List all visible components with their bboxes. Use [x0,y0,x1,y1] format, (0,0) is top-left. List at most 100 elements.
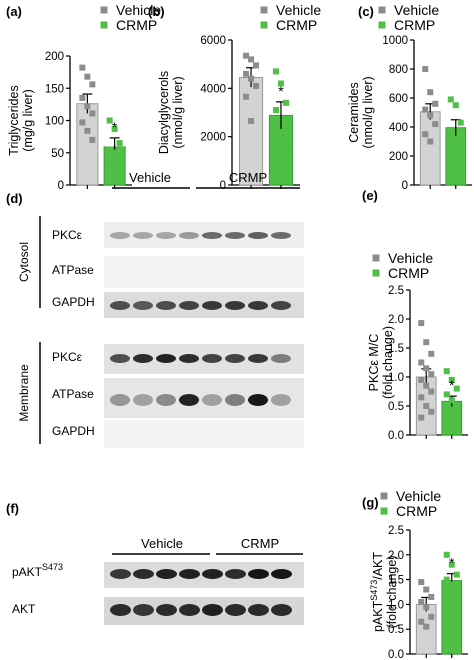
y-axis-label: pAKTS473/AKT [369,552,385,632]
data-point [253,82,260,89]
y-axis-label-line2: (nmol/g liver) [171,76,185,148]
y-axis-label: PKCε M/C [367,334,381,392]
legend-label-vehicle: Vehicle [396,488,441,504]
data-point [423,339,430,346]
data-point [106,117,113,124]
data-point [432,100,439,107]
western-blot-f: (f) Vehicle CRMP pAKTS473 AKT [6,501,304,625]
data-point [443,408,450,415]
legend-marker-vehicle [260,6,268,14]
band-mem-pkce [156,354,176,363]
data-point [448,603,455,610]
data-point [457,119,464,126]
legend-marker-crmp [380,507,388,515]
data-point [272,68,279,75]
y-tick-label: 50 [51,148,64,160]
data-point [111,164,118,171]
blot-bands-f [110,569,292,616]
group-label-crmp: CRMP [229,170,267,185]
data-point [453,385,460,392]
data-point [443,576,450,583]
data-point [422,66,429,72]
data-point [248,75,255,82]
legend-label-vehicle: Vehicle [276,2,321,18]
blot-strip-mem-atpase [104,378,304,418]
data-point [248,117,255,124]
legend-marker-vehicle [372,254,380,262]
band-cyto-pkce [248,232,268,239]
data-point [282,143,289,150]
y-axis-label: Diacylglycerols [157,71,171,154]
data-point [79,94,86,101]
data-point [106,161,113,168]
band-akt [202,604,223,616]
band-cyto-gapdh [133,301,153,310]
y-tick-label: 800 [389,64,408,76]
band-akt [179,604,200,616]
chart-1: (b) VehicleCRMP0200040006000Diacylglycero… [148,2,321,192]
legend-marker-crmp [372,269,380,277]
band-pakt [202,569,223,579]
data-point [418,320,425,327]
y-tick-label: 0.0 [388,649,404,660]
data-point [89,110,96,117]
data-point [428,408,435,415]
band-label-mem-atpase: ATPase [52,387,94,401]
data-point [116,140,123,147]
legend-marker-crmp [100,21,108,29]
band-akt [225,604,246,616]
band-mem-pkce [110,354,130,363]
legend-label-vehicle: Vehicle [394,2,439,18]
data-point [428,613,435,620]
data-point [418,598,425,605]
y-tick-label: 0 [58,180,64,192]
data-point [111,149,118,156]
band-mem-atpase [179,394,199,406]
data-point [453,589,460,595]
y-tick-label: 1.0 [388,599,404,611]
significance-star: * [449,555,455,571]
data-point [272,153,279,159]
legend-label-crmp: CRMP [276,17,317,33]
band-cyto-pkce [202,232,222,239]
data-point [418,376,425,383]
band-mem-atpase [271,394,291,406]
y-tick-label: 1.5 [388,575,404,587]
data-point [253,62,260,69]
band-label-pakt: pAKTS473 [12,562,63,579]
data-point [243,52,250,59]
data-point [428,350,435,357]
data-point [89,81,96,88]
data-point [79,64,86,71]
bar-charts: (a) VehicleCRMP050100150200Triglycerides(… [6,2,472,660]
data-point [418,414,425,421]
fraction-label-cytosol: Cytosol [17,242,31,282]
band-pakt [156,569,177,579]
data-point [427,112,434,119]
data-point [428,371,435,378]
data-point [423,382,430,389]
legend-label-vehicle: Vehicle [116,2,161,18]
band-cyto-pkce [271,232,291,239]
band-mem-atpase [248,394,268,406]
band-akt [110,604,131,616]
data-point [84,103,91,110]
band-label-cyto-atpase: ATPase [52,263,94,277]
data-point [453,403,460,409]
band-cyto-pkce [156,232,176,239]
band-cyto-gapdh [271,301,291,310]
data-point [418,618,425,625]
group-label-vehicle: Vehicle [129,170,171,185]
data-point [272,107,279,114]
band-cyto-gapdh [248,301,268,310]
band-mem-atpase [202,394,222,406]
y-tick-label: 400 [389,122,408,134]
y-tick-label: 0.5 [388,401,404,413]
band-cyto-gapdh [225,301,245,310]
band-cyto-gapdh [179,301,199,310]
